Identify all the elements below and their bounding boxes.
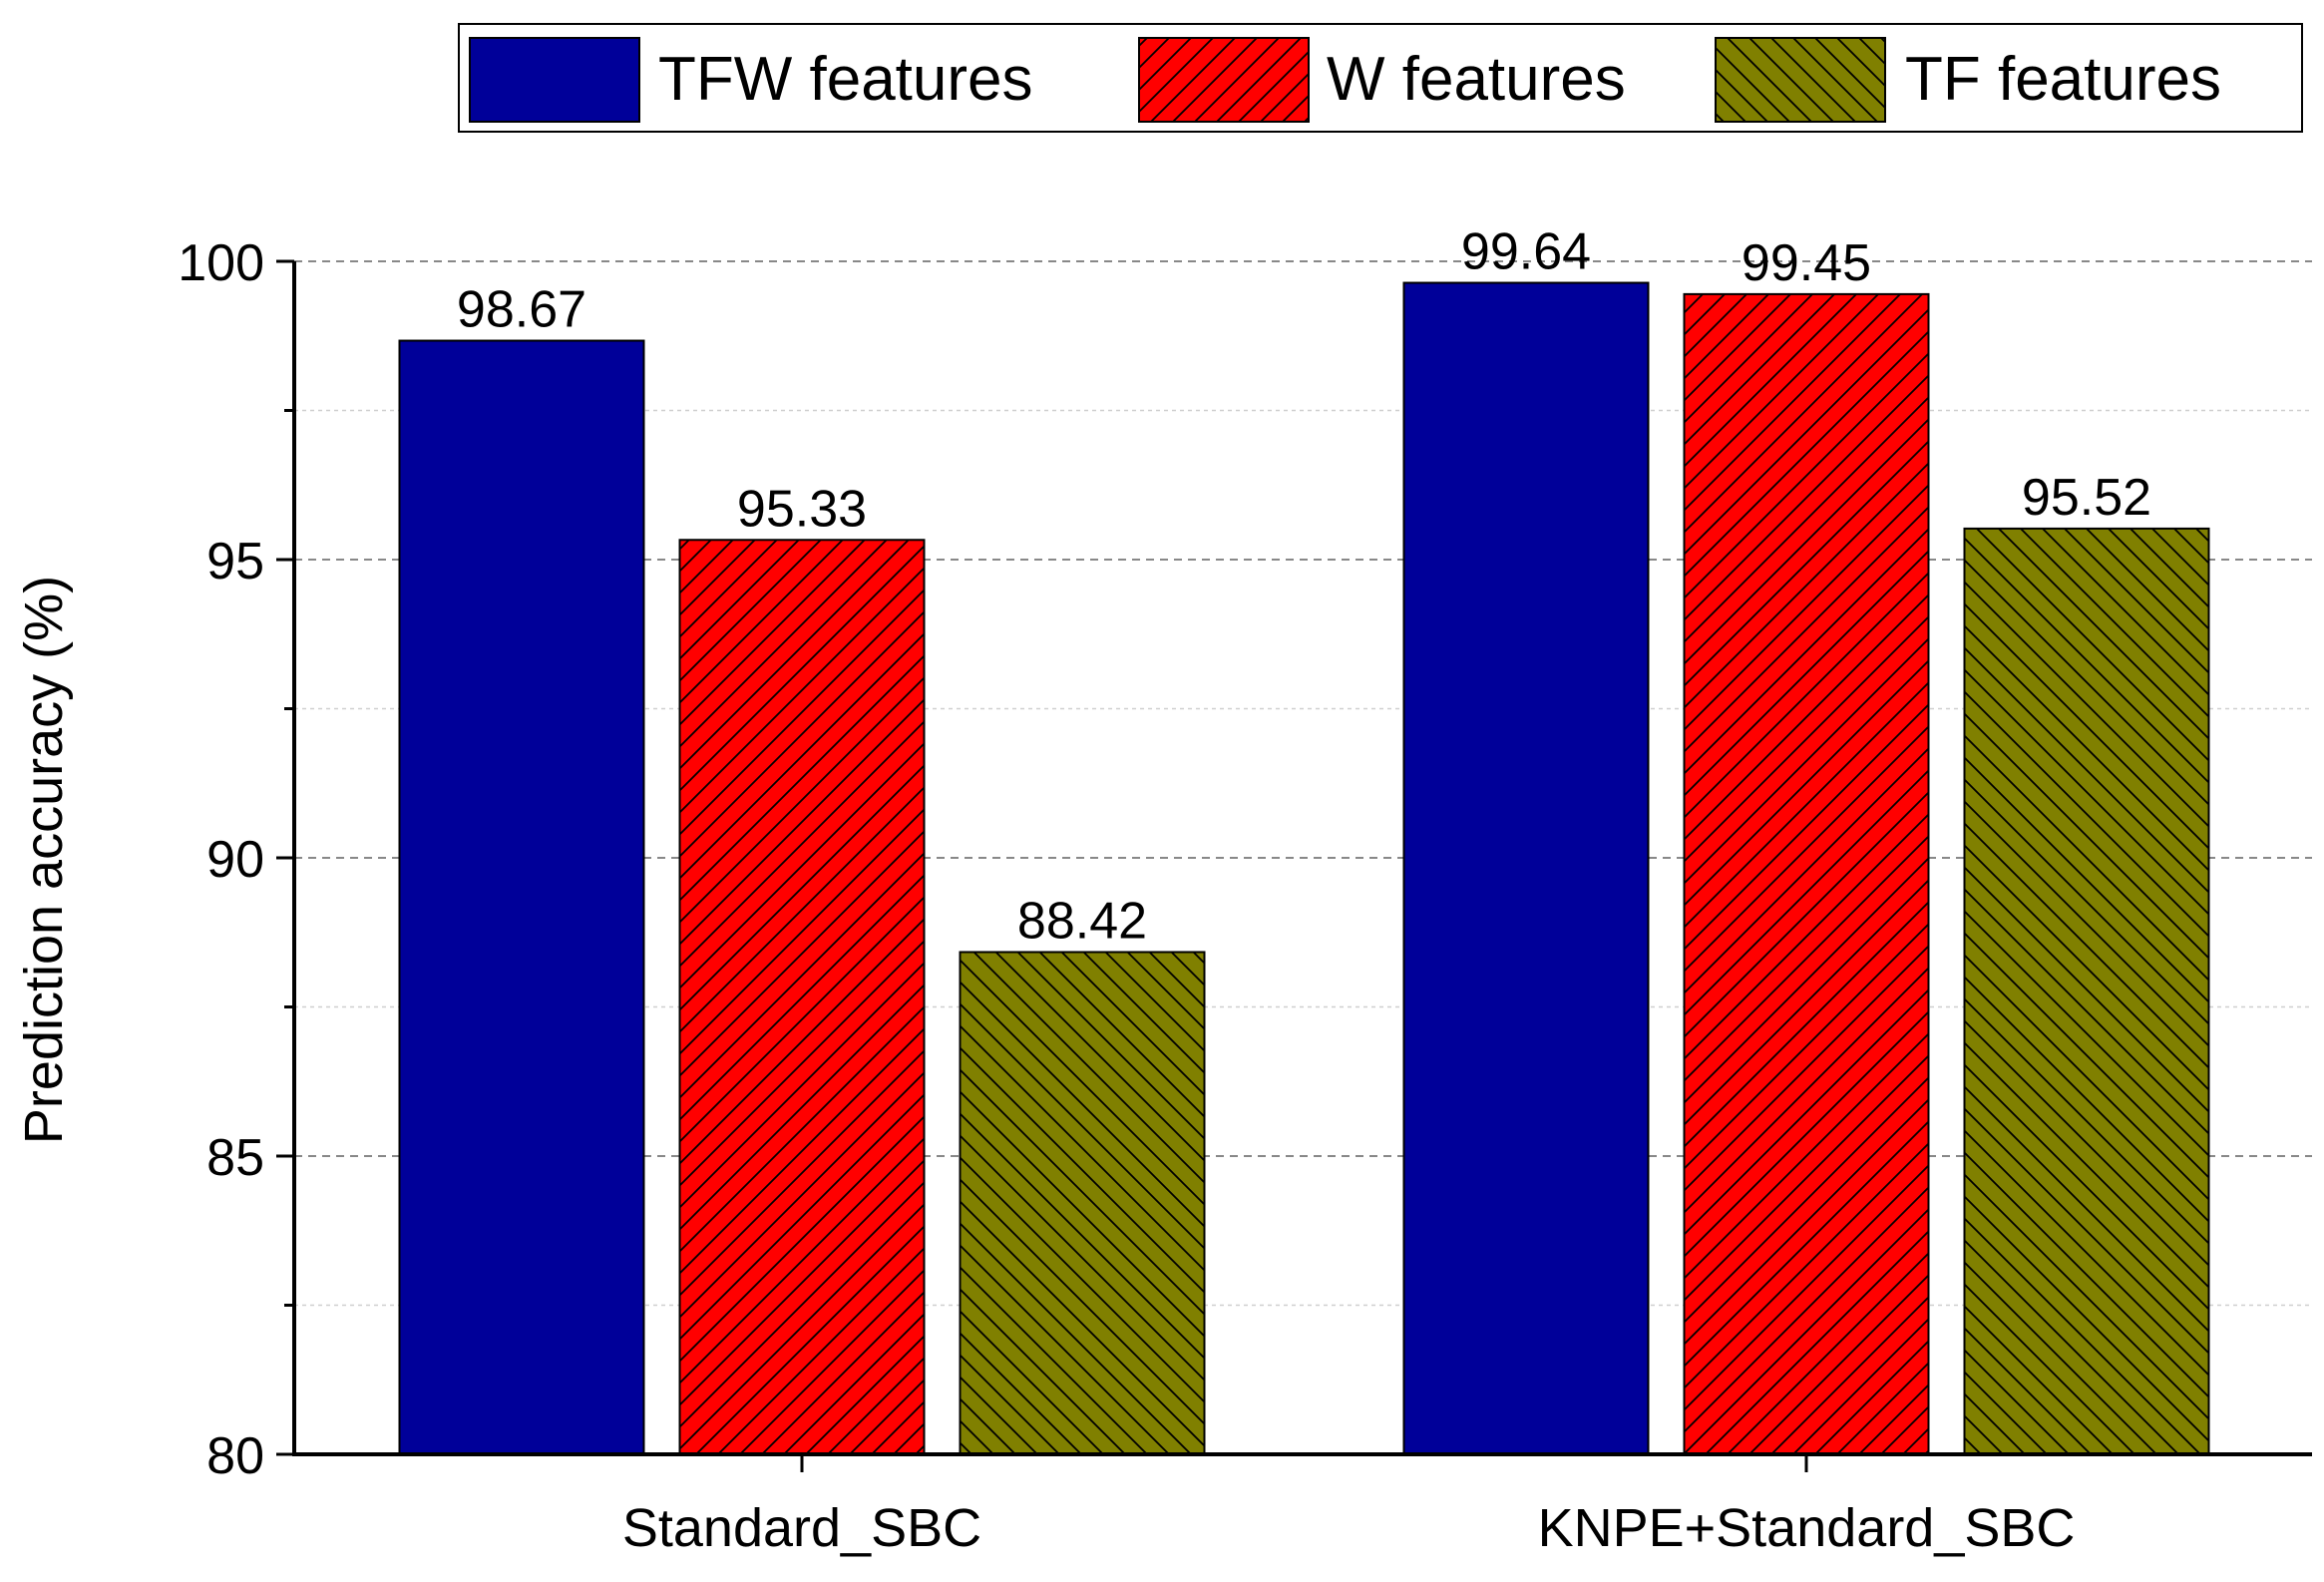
legend-swatch bbox=[469, 37, 640, 123]
x-tick-label: Standard_SBC bbox=[622, 1498, 981, 1558]
legend: TFW features W features TF features bbox=[458, 23, 2303, 133]
y-axis: 80 85 90 95 100 bbox=[178, 234, 296, 1485]
bar-w-features-0 bbox=[678, 539, 926, 1455]
data-label: 95.52 bbox=[2022, 469, 2151, 527]
y-tick-label: 100 bbox=[178, 234, 264, 292]
legend-label: TFW features bbox=[658, 45, 1033, 114]
bar-tf-features-0 bbox=[959, 951, 1206, 1455]
data-label: 88.42 bbox=[1017, 892, 1147, 950]
y-tick-label: 85 bbox=[206, 1129, 264, 1187]
data-label: 98.67 bbox=[457, 281, 586, 339]
y-axis-title: Prediction accuracy (%) bbox=[14, 576, 74, 1144]
legend-swatch bbox=[1715, 37, 1886, 123]
data-labels: 98.67 99.64 95.33 99.45 88.42 95.52 bbox=[457, 223, 2151, 951]
bars bbox=[398, 281, 2210, 1456]
data-label: 95.33 bbox=[737, 480, 867, 538]
y-tick-label: 95 bbox=[206, 533, 264, 591]
legend-frame bbox=[458, 23, 2303, 133]
y-tick-label: 90 bbox=[206, 831, 264, 889]
legend-label: TF features bbox=[1905, 45, 2221, 114]
bar-tfw-features-1 bbox=[1402, 281, 1650, 1456]
data-label: 99.64 bbox=[1461, 223, 1591, 281]
legend-swatch bbox=[1138, 37, 1310, 123]
bar-tf-features-1 bbox=[1963, 527, 2210, 1455]
bar-w-features-1 bbox=[1683, 292, 1930, 1455]
data-label: 99.45 bbox=[1742, 234, 1871, 292]
x-tick-label: KNPE+Standard_SBC bbox=[1538, 1498, 2076, 1558]
x-axis: Standard_SBC KNPE+Standard_SBC bbox=[292, 1452, 2312, 1558]
y-tick-label: 80 bbox=[206, 1427, 264, 1485]
legend-label: W features bbox=[1327, 45, 1626, 114]
bar-tfw-features-0 bbox=[398, 339, 645, 1455]
